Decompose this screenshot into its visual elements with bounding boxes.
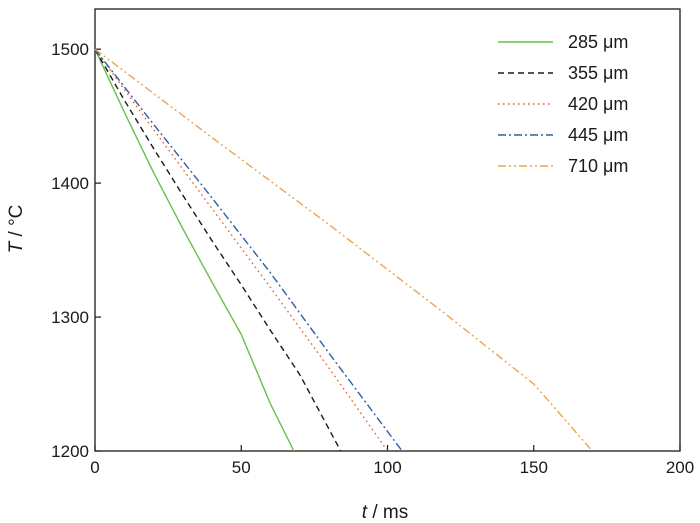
x-tick-label: 100 [373,458,401,477]
legend-label-1: 285 μm [568,32,628,52]
series-group [94,48,593,452]
series-line-1 [94,48,295,452]
legend-label-4: 445 μm [568,125,628,145]
y-tick-label: 1500 [51,40,89,59]
x-tick-label: 50 [232,458,251,477]
x-tick-label: 0 [90,458,99,477]
y-axis-variable: T [6,240,27,253]
y-axis-label: T / °C [6,205,27,254]
series-line-4 [94,48,403,452]
y-axis-unit: / °C [6,205,27,242]
y-tick-label: 1400 [51,174,89,193]
x-tick-label: 150 [520,458,548,477]
x-axis-variable: t [362,502,368,523]
x-axis-label: t / ms [362,502,408,523]
ticks-group: 0 50 100 150 200 1200 1300 1400 1500 [51,40,694,477]
series-line-2 [94,48,342,452]
series-line-3 [94,48,389,452]
x-tick-label: 200 [666,458,694,477]
y-tick-label: 1200 [51,442,89,461]
legend-label-2: 355 μm [568,63,628,83]
legend-label-3: 420 μm [568,94,628,114]
legend: 285 μm 355 μm 420 μm 445 μm 710 μm [498,32,628,176]
y-tick-label: 1300 [51,308,89,327]
x-axis-unit: / ms [367,502,408,523]
legend-label-5: 710 μm [568,156,628,176]
series-line-5 [94,48,593,452]
